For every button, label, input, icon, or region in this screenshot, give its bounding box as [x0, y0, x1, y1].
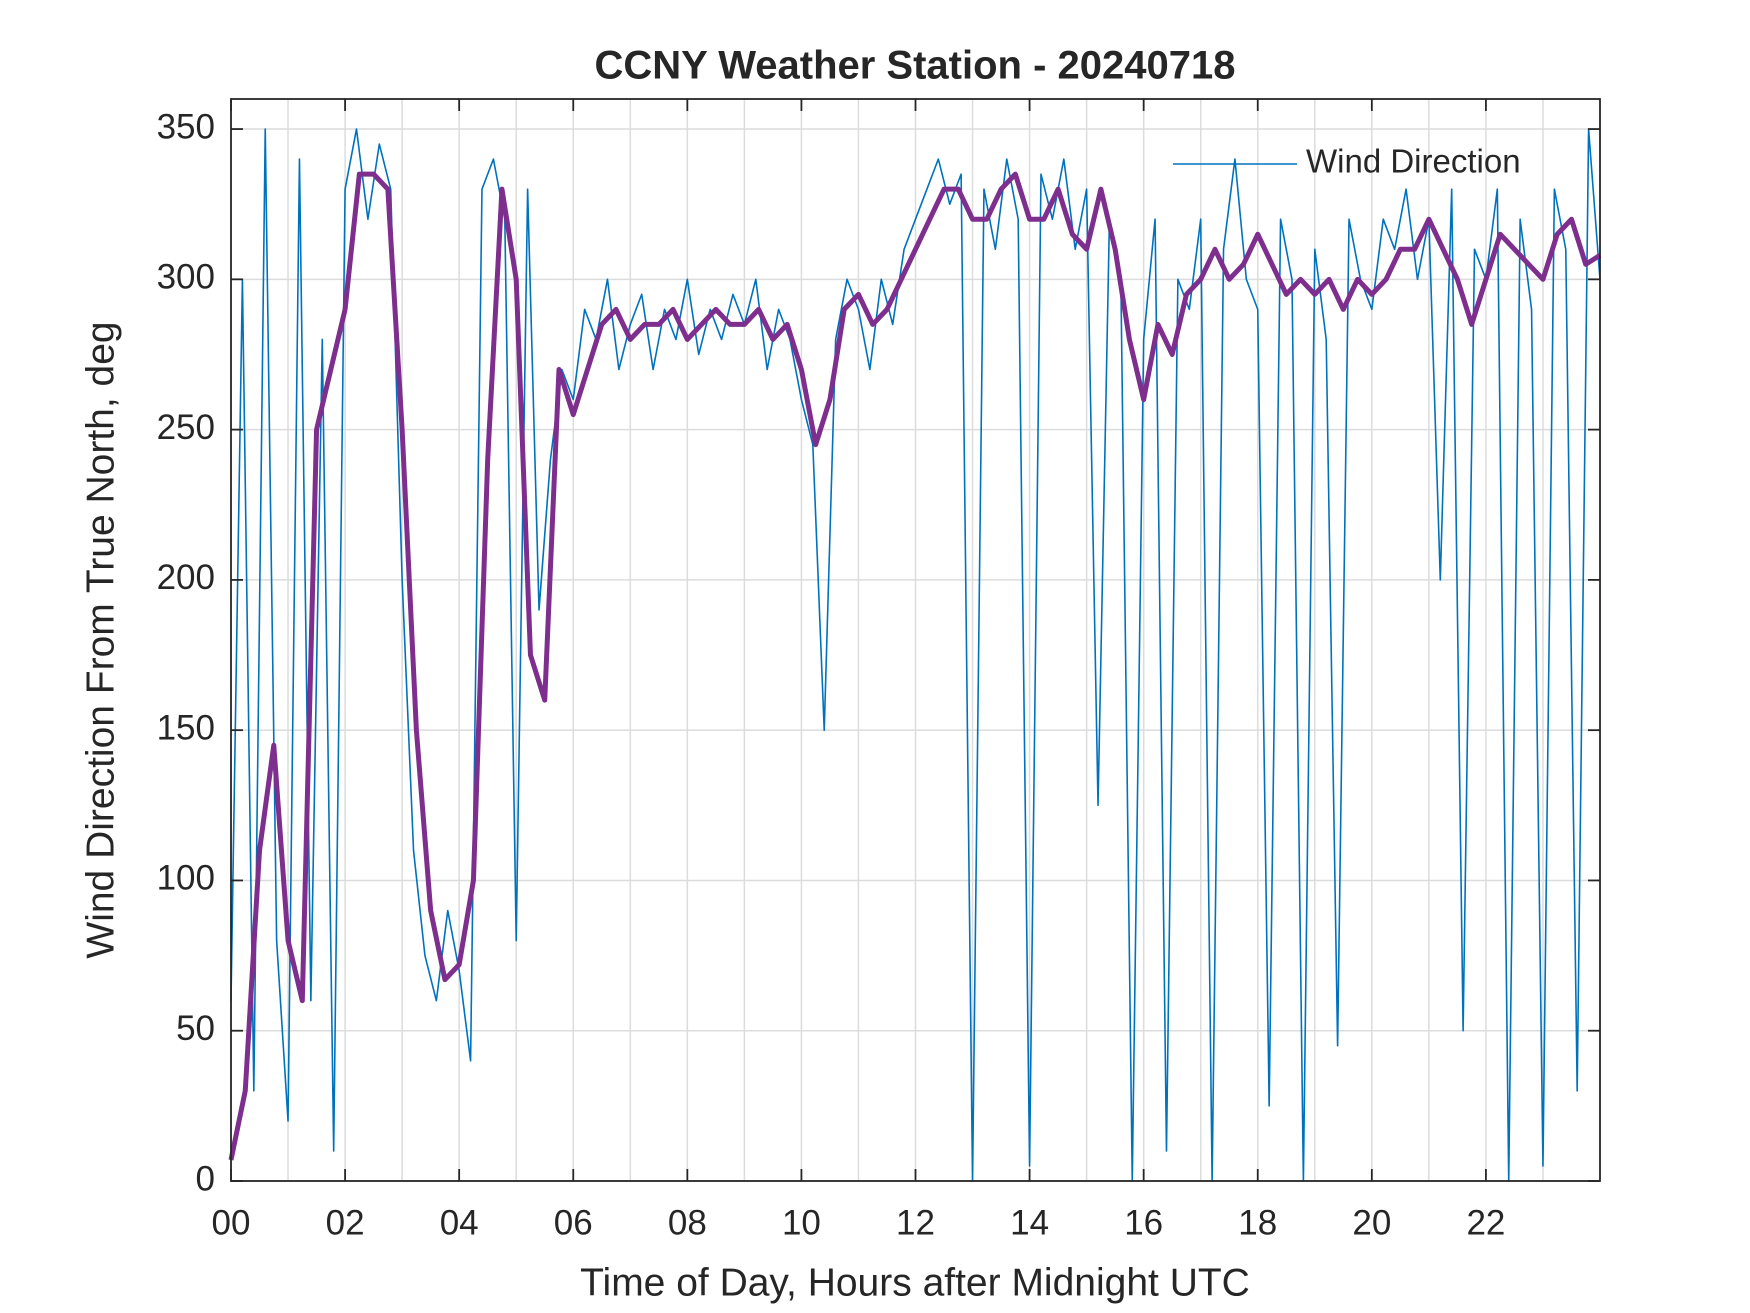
y-axis-label: Wind Direction From True North, deg	[79, 321, 122, 958]
x-tick-label: 10	[782, 1203, 821, 1242]
x-tick-label: 06	[554, 1203, 593, 1242]
data-line	[228, 171, 1602, 1161]
chart-title: CCNY Weather Station - 20240718	[595, 44, 1236, 88]
y-tick-label: 200	[157, 558, 215, 597]
x-axis-label: Time of Day, Hours after Midnight UTC	[580, 1261, 1250, 1304]
x-tick-label: 14	[1010, 1203, 1049, 1242]
x-tick-label: 02	[326, 1203, 365, 1242]
x-tick-label: 16	[1124, 1203, 1163, 1242]
y-tick-label: 300	[157, 258, 215, 297]
x-tick-label: 18	[1238, 1203, 1277, 1242]
y-tick-label: 50	[176, 1009, 215, 1048]
x-tick-label: 00	[212, 1203, 251, 1242]
y-tick-label: 250	[157, 408, 215, 447]
y-tick-label: 0	[196, 1159, 215, 1198]
x-tick-label: 08	[668, 1203, 707, 1242]
x-tick-label: 22	[1466, 1203, 1505, 1242]
y-tick-label: 350	[157, 107, 215, 146]
legend-label: Wind Direction	[1306, 143, 1521, 180]
y-tick-label: 150	[157, 708, 215, 747]
x-tick-label: 04	[440, 1203, 479, 1242]
x-tick-label: 12	[896, 1203, 935, 1242]
y-tick-label: 100	[157, 859, 215, 898]
x-tick-label: 20	[1352, 1203, 1391, 1242]
data-line	[230, 128, 1601, 1182]
